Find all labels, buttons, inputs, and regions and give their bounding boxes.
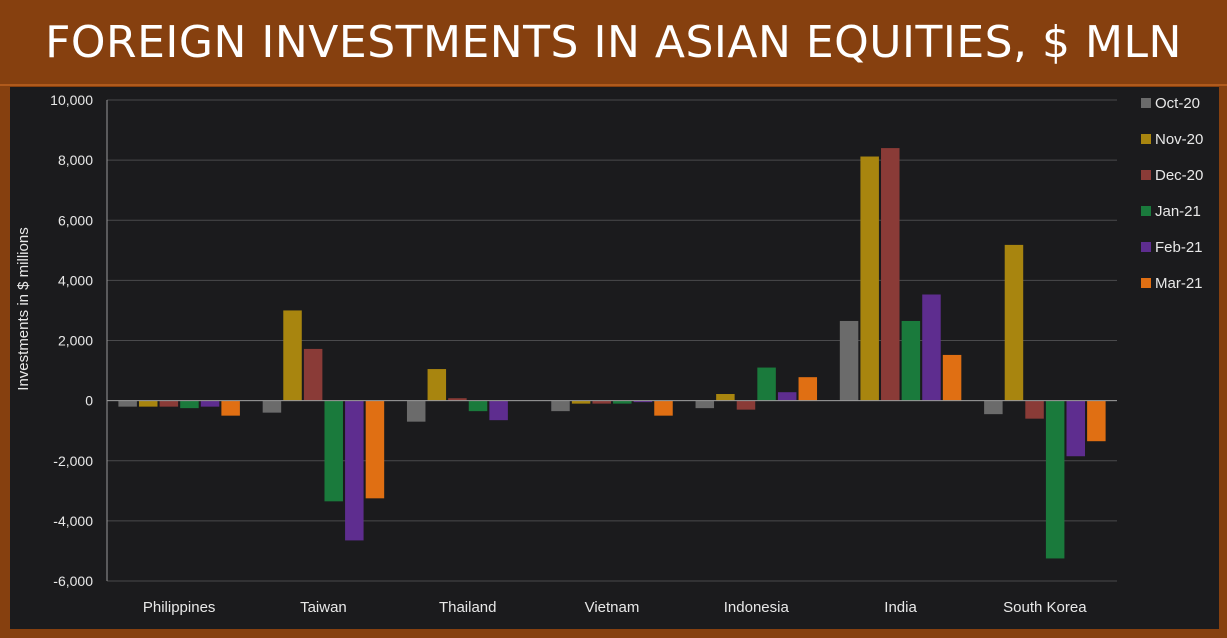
legend: Oct-20 Nov-20 Dec-20 Jan-21 Feb-21 Mar-21 bbox=[1141, 95, 1203, 292]
chart-title: FOREIGN INVESTMENTS IN ASIAN EQUITIES, $… bbox=[45, 16, 1182, 68]
y-tick-label: 8,000 bbox=[58, 152, 93, 168]
bar-indonesia-feb-21 bbox=[777, 392, 797, 401]
bar-vietnam-mar-21 bbox=[654, 400, 673, 416]
x-tick-labels: Philippines Taiwan Thailand Vietnam Indonesi… bbox=[143, 599, 1087, 616]
bar-south-korea-dec-20 bbox=[1025, 400, 1044, 419]
bar-taiwan-nov-20 bbox=[283, 310, 302, 401]
y-tick-label: 2,000 bbox=[58, 333, 93, 349]
bar-south-korea-feb-21 bbox=[1066, 400, 1086, 457]
bar-india-feb-21 bbox=[922, 294, 941, 401]
x-tick-label: Vietnam bbox=[585, 599, 640, 616]
bar-taiwan-oct-20 bbox=[262, 400, 282, 413]
bar-indonesia-nov-20 bbox=[716, 394, 735, 401]
y-axis-label: Investments in $ millions bbox=[15, 227, 32, 390]
legend-label: Nov-20 bbox=[1155, 131, 1203, 148]
bars bbox=[118, 148, 1106, 559]
bar-south-korea-nov-20 bbox=[1004, 244, 1024, 401]
bar-philippines-dec-20 bbox=[159, 400, 179, 407]
bar-thailand-feb-21 bbox=[489, 400, 508, 421]
x-tick-label: Indonesia bbox=[724, 599, 790, 616]
y-tick-label: 10,000 bbox=[50, 92, 93, 108]
legend-label: Dec-20 bbox=[1155, 167, 1203, 184]
legend-swatch bbox=[1141, 278, 1151, 288]
title-banner: FOREIGN INVESTMENTS IN ASIAN EQUITIES, $… bbox=[0, 0, 1227, 86]
bar-vietnam-dec-20 bbox=[592, 400, 611, 404]
bar-vietnam-oct-20 bbox=[551, 400, 570, 412]
legend-label: Mar-21 bbox=[1155, 275, 1203, 292]
bar-south-korea-jan-21 bbox=[1045, 400, 1065, 559]
bar-indonesia-dec-20 bbox=[736, 400, 756, 410]
x-tick-label: Taiwan bbox=[300, 599, 347, 616]
y-tick-label: -2,000 bbox=[53, 453, 93, 469]
bar-philippines-oct-20 bbox=[118, 400, 137, 407]
bar-taiwan-feb-21 bbox=[345, 400, 364, 541]
bar-indonesia-jan-21 bbox=[757, 367, 776, 401]
bar-thailand-nov-20 bbox=[427, 369, 447, 401]
bar-philippines-feb-21 bbox=[200, 400, 220, 407]
bar-taiwan-mar-21 bbox=[365, 400, 385, 499]
bar-indonesia-mar-21 bbox=[798, 377, 818, 401]
x-tick-label: India bbox=[884, 599, 917, 616]
y-tick-label: 6,000 bbox=[58, 212, 93, 228]
bar-india-dec-20 bbox=[881, 148, 900, 401]
legend-label: Feb-21 bbox=[1155, 239, 1203, 256]
legend-swatch bbox=[1141, 242, 1151, 252]
bar-vietnam-nov-20 bbox=[571, 400, 591, 404]
gridlines bbox=[107, 99, 1117, 582]
legend-swatch bbox=[1141, 134, 1151, 144]
x-tick-label: Philippines bbox=[143, 599, 216, 616]
bar-philippines-jan-21 bbox=[180, 400, 199, 409]
bar-india-jan-21 bbox=[901, 320, 921, 401]
y-tick-label: 4,000 bbox=[58, 272, 93, 288]
legend-swatch bbox=[1141, 98, 1151, 108]
bar-indonesia-oct-20 bbox=[695, 400, 715, 409]
axes bbox=[106, 100, 1117, 581]
bar-india-mar-21 bbox=[942, 354, 962, 401]
bar-vietnam-feb-21 bbox=[633, 400, 653, 403]
bar-thailand-jan-21 bbox=[468, 400, 488, 412]
bar-south-korea-mar-21 bbox=[1087, 400, 1106, 442]
bar-india-oct-20 bbox=[839, 320, 859, 401]
legend-swatch bbox=[1141, 170, 1151, 180]
y-tick-label: -6,000 bbox=[53, 573, 93, 589]
bar-philippines-nov-20 bbox=[138, 400, 158, 407]
y-tick-label: -4,000 bbox=[53, 513, 93, 529]
y-tick-label: 0 bbox=[85, 393, 93, 409]
chart-panel: -6,000 -4,000 -2,000 0 2,000 4,000 6,000 8,000 1… bbox=[10, 87, 1219, 629]
legend-label: Jan-21 bbox=[1155, 203, 1201, 220]
bar-taiwan-jan-21 bbox=[324, 400, 343, 502]
bar-philippines-mar-21 bbox=[221, 400, 240, 416]
bar-south-korea-oct-20 bbox=[984, 400, 1003, 415]
x-tick-label: South Korea bbox=[1003, 599, 1087, 616]
bar-thailand-oct-20 bbox=[406, 400, 426, 422]
x-tick-label: Thailand bbox=[439, 599, 497, 616]
legend-label: Oct-20 bbox=[1155, 95, 1200, 112]
bar-taiwan-dec-20 bbox=[303, 348, 323, 401]
y-tick-labels: -6,000 -4,000 -2,000 0 2,000 4,000 6,000 8,000 1… bbox=[50, 92, 93, 589]
legend-swatch bbox=[1141, 206, 1151, 216]
bar-india-nov-20 bbox=[860, 156, 879, 401]
bar-vietnam-jan-21 bbox=[613, 400, 632, 404]
bar-thailand-dec-20 bbox=[448, 398, 467, 401]
bar-chart: -6,000 -4,000 -2,000 0 2,000 4,000 6,000 8,000 1… bbox=[15, 92, 1203, 616]
